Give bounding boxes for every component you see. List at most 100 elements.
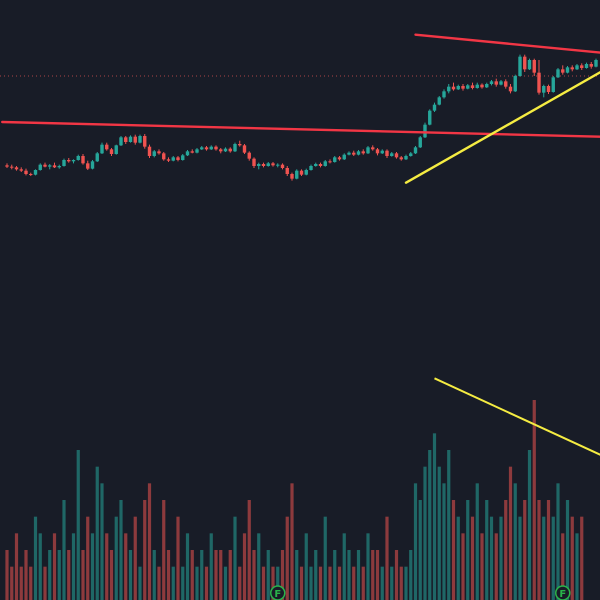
volume-bar bbox=[223, 566, 228, 600]
volume-bar bbox=[133, 516, 137, 600]
volume-bar bbox=[143, 500, 147, 600]
volume-bar bbox=[580, 516, 584, 600]
candle bbox=[333, 156, 337, 163]
candle bbox=[556, 68, 560, 78]
candle-body bbox=[295, 170, 299, 179]
candle-body bbox=[261, 164, 266, 166]
candle-body bbox=[366, 147, 370, 154]
candle bbox=[247, 151, 251, 161]
candle-body bbox=[489, 81, 494, 84]
volume-bar bbox=[399, 566, 403, 600]
resistance-trendline[interactable] bbox=[414, 33, 600, 54]
volume-bar bbox=[470, 516, 475, 600]
volume-bar bbox=[304, 533, 308, 600]
volume-bar bbox=[480, 533, 484, 600]
candle-body bbox=[290, 174, 294, 179]
candle bbox=[418, 136, 422, 148]
volume-bar bbox=[352, 566, 356, 600]
volume-bar bbox=[342, 533, 346, 600]
volume-bar bbox=[546, 500, 551, 600]
volume-bar bbox=[328, 566, 332, 600]
candle-body bbox=[394, 153, 399, 158]
volume-bar bbox=[380, 566, 384, 600]
candle-body bbox=[375, 149, 380, 154]
volume-bar bbox=[52, 533, 57, 600]
volume-bar bbox=[318, 566, 323, 600]
volume-bar bbox=[309, 566, 313, 600]
volume-bar bbox=[314, 550, 318, 600]
candle-body bbox=[57, 166, 61, 168]
support-trendline[interactable] bbox=[404, 71, 600, 184]
candle bbox=[575, 64, 579, 70]
volume-bar bbox=[394, 550, 399, 600]
candles-group bbox=[5, 54, 598, 181]
candle-body bbox=[29, 174, 33, 175]
volume-bar bbox=[86, 516, 90, 600]
candle-body bbox=[10, 166, 14, 168]
candle-body bbox=[247, 152, 251, 159]
volume-bar bbox=[100, 483, 104, 600]
candle bbox=[171, 156, 175, 162]
candle-body bbox=[432, 104, 437, 111]
volume-bar bbox=[575, 533, 579, 600]
candle bbox=[29, 172, 33, 176]
candle bbox=[10, 164, 14, 170]
candle-body bbox=[409, 153, 413, 156]
candle bbox=[62, 158, 66, 167]
candle-body bbox=[570, 67, 574, 70]
volume-trendline[interactable] bbox=[434, 377, 600, 456]
candle-body bbox=[19, 169, 23, 171]
candle-body bbox=[138, 136, 142, 143]
earnings-badge[interactable]: F bbox=[555, 585, 571, 600]
candle bbox=[280, 163, 285, 170]
candle-body bbox=[33, 170, 38, 175]
candle bbox=[124, 136, 128, 144]
candle bbox=[290, 172, 294, 181]
candle-body bbox=[542, 86, 546, 93]
candle-body bbox=[314, 164, 318, 166]
candle bbox=[428, 109, 432, 126]
candle-body bbox=[556, 69, 560, 78]
volume-bar bbox=[171, 566, 175, 600]
candle-body bbox=[575, 65, 579, 70]
volume-bar bbox=[38, 533, 42, 600]
candle bbox=[399, 156, 403, 161]
volume-bar bbox=[185, 533, 190, 600]
volume-bar bbox=[299, 566, 304, 600]
volume-bar bbox=[105, 533, 109, 600]
volume-bar bbox=[109, 550, 114, 600]
volume-bar bbox=[33, 516, 38, 600]
candle-body bbox=[285, 168, 289, 174]
candle bbox=[43, 162, 47, 168]
candle-body bbox=[242, 145, 247, 153]
candle bbox=[342, 153, 346, 160]
candle bbox=[223, 147, 228, 152]
earnings-badge[interactable]: F bbox=[270, 585, 286, 600]
candle-body bbox=[171, 157, 175, 161]
candle bbox=[295, 169, 299, 180]
trendlines-group[interactable] bbox=[1, 33, 600, 184]
candle bbox=[580, 63, 584, 70]
candle-body bbox=[105, 144, 109, 150]
candle-body bbox=[233, 144, 237, 152]
volume-bar bbox=[437, 466, 441, 600]
candle-body bbox=[157, 151, 161, 154]
volume-bar bbox=[556, 483, 560, 600]
candle-body bbox=[418, 137, 422, 148]
volume-bar bbox=[266, 550, 270, 600]
volume-bar bbox=[43, 566, 47, 600]
candle-body bbox=[204, 147, 209, 150]
candle-body bbox=[24, 170, 28, 174]
resistance-trendline[interactable] bbox=[1, 120, 600, 138]
volume-bar bbox=[561, 533, 565, 600]
candle-body bbox=[280, 164, 285, 168]
candle bbox=[128, 135, 133, 143]
candle-body bbox=[119, 137, 123, 146]
candle bbox=[181, 154, 185, 161]
candle-body bbox=[143, 136, 147, 147]
candle-body bbox=[166, 159, 171, 161]
volume-bar bbox=[413, 483, 418, 600]
